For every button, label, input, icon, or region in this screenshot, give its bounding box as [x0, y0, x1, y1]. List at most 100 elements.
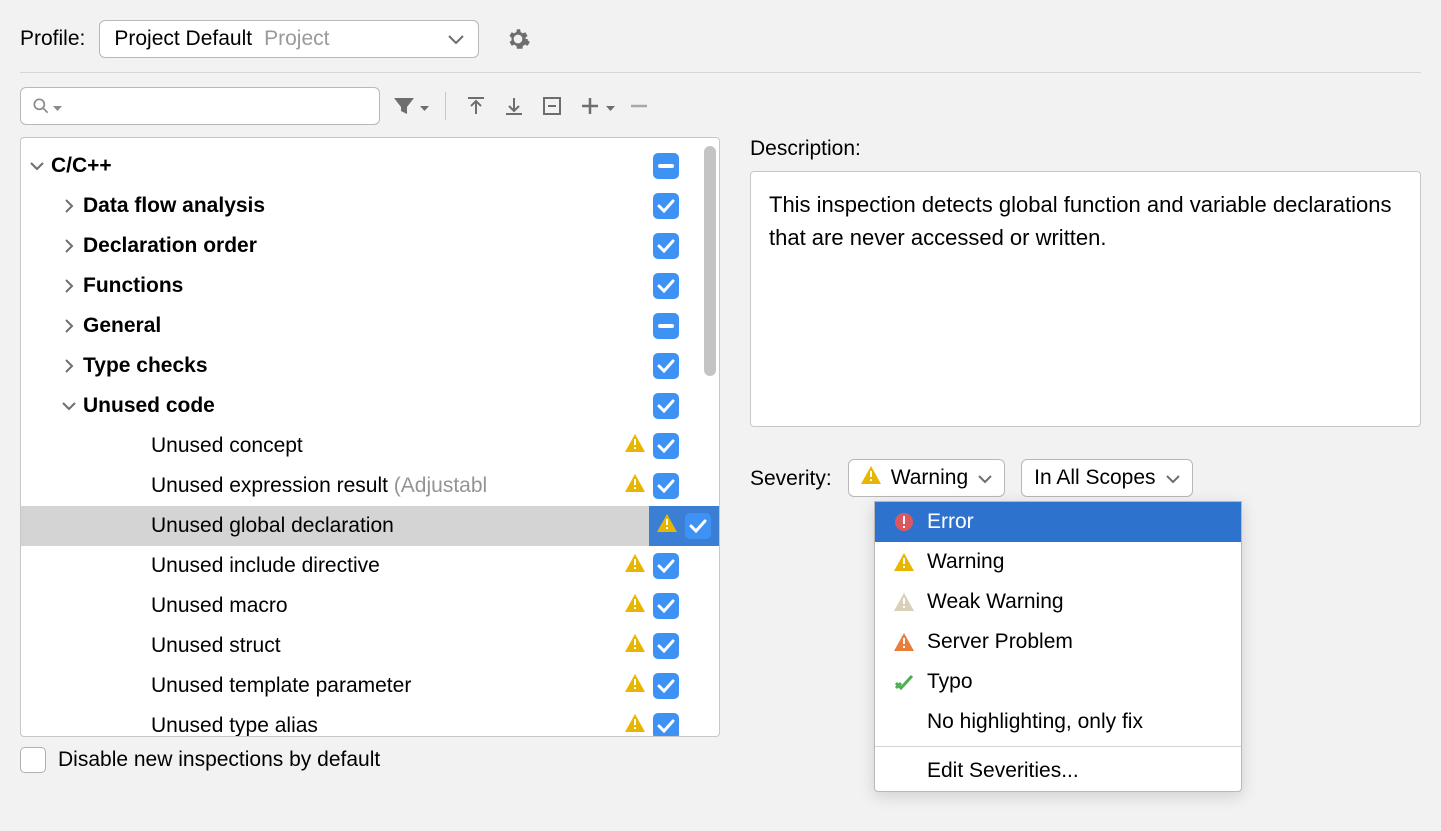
inspection-checkbox[interactable] — [653, 153, 679, 179]
chevron-down-icon — [1166, 466, 1180, 490]
tree-row[interactable]: Declaration order — [21, 226, 719, 266]
tree-row[interactable]: Unused expression result (Adjustabl — [21, 466, 719, 506]
description-heading: Description: — [750, 137, 1421, 161]
chevron-down-icon — [59, 401, 79, 411]
tree-item-label: Declaration order — [83, 234, 257, 258]
tree-item-label: General — [83, 314, 161, 338]
profile-dropdown[interactable]: Project Default Project — [99, 20, 479, 58]
warning-icon — [625, 474, 645, 498]
option-label: Weak Warning — [927, 590, 1064, 614]
inspection-checkbox[interactable] — [653, 313, 679, 339]
collapse-all-button[interactable] — [500, 92, 528, 120]
scrollbar[interactable] — [704, 146, 716, 376]
severity-popup: Error Warning Weak Warning Server Problem Ty… — [874, 501, 1242, 792]
profile-label: Profile: — [20, 27, 85, 51]
tree-row[interactable]: Unused global declaration — [21, 506, 719, 546]
inspection-checkbox[interactable] — [653, 433, 679, 459]
warning-icon — [625, 434, 645, 458]
add-button[interactable] — [576, 92, 604, 120]
tree-row[interactable]: General — [21, 306, 719, 346]
chevron-right-icon — [59, 199, 79, 213]
reset-button[interactable] — [538, 92, 566, 120]
severity-option[interactable]: Warning — [875, 542, 1241, 582]
warning-icon — [625, 594, 645, 618]
inspection-checkbox[interactable] — [653, 473, 679, 499]
option-label: Server Problem — [927, 630, 1073, 654]
typo-icon — [893, 674, 915, 690]
tree-row[interactable]: Unused struct — [21, 626, 719, 666]
severity-dropdown[interactable]: Warning — [848, 459, 1005, 497]
disable-new-checkbox[interactable] — [20, 747, 46, 773]
severity-option[interactable]: Weak Warning — [875, 582, 1241, 622]
remove-button[interactable] — [625, 92, 653, 120]
tree-row[interactable]: Unused include directive — [21, 546, 719, 586]
tree-item-label: Unused include directive — [151, 554, 380, 578]
profile-name: Project Default — [114, 27, 252, 51]
option-label: Edit Severities... — [927, 759, 1079, 783]
warning-icon — [625, 554, 645, 578]
description-text: This inspection detects global function … — [750, 171, 1421, 427]
inspection-checkbox[interactable] — [653, 233, 679, 259]
inspection-checkbox[interactable] — [653, 593, 679, 619]
chevron-right-icon — [59, 319, 79, 333]
chevron-down-icon — [978, 466, 992, 490]
warning-icon — [893, 553, 915, 571]
option-label: Error — [927, 510, 974, 534]
profile-scope: Project — [264, 27, 329, 51]
severity-option[interactable]: Typo — [875, 662, 1241, 702]
chevron-right-icon — [59, 359, 79, 373]
warning-icon — [657, 514, 677, 538]
disable-new-label: Disable new inspections by default — [58, 748, 380, 772]
edit-severities[interactable]: Edit Severities... — [875, 751, 1241, 791]
tree-item-label: Unused struct — [151, 634, 281, 658]
divider — [875, 746, 1241, 747]
chevron-right-icon — [59, 279, 79, 293]
tree-row[interactable]: Type checks — [21, 346, 719, 386]
chevron-down-icon — [420, 95, 429, 118]
tree-row[interactable]: Unused template parameter — [21, 666, 719, 706]
warning-icon — [625, 634, 645, 658]
tree-item-label: Unused macro — [151, 594, 288, 618]
tree-row[interactable]: Unused type alias — [21, 706, 719, 737]
tree-item-label: Unused concept — [151, 434, 303, 458]
tree-item-label: Unused code — [83, 394, 215, 418]
settings-gear-button[interactable] — [505, 26, 531, 52]
inspection-checkbox[interactable] — [685, 513, 711, 539]
severity-label: Severity: — [750, 459, 832, 491]
inspection-checkbox[interactable] — [653, 633, 679, 659]
inspection-checkbox[interactable] — [653, 673, 679, 699]
inspection-checkbox[interactable] — [653, 193, 679, 219]
search-input[interactable] — [20, 87, 380, 125]
chevron-down-icon — [53, 95, 62, 118]
inspection-checkbox[interactable] — [653, 553, 679, 579]
filter-button[interactable] — [390, 92, 418, 120]
severity-current: Warning — [891, 466, 968, 490]
search-icon — [31, 96, 51, 116]
tree-item-label: Unused type alias — [151, 714, 318, 737]
severity-option[interactable]: No highlighting, only fix — [875, 702, 1241, 742]
inspection-checkbox[interactable] — [653, 353, 679, 379]
tree-row[interactable]: C/C++ — [21, 146, 719, 186]
divider — [20, 72, 1421, 73]
weak-icon — [893, 593, 915, 611]
inspection-checkbox[interactable] — [653, 713, 679, 737]
tree-item-label: Type checks — [83, 354, 208, 378]
expand-all-button[interactable] — [462, 92, 490, 120]
inspections-tree[interactable]: C/C++ Data flow analysis Declaration order… — [20, 137, 720, 737]
tree-row[interactable]: Functions — [21, 266, 719, 306]
tree-item-label: Unused expression result (Adjustabl — [151, 474, 487, 498]
inspection-checkbox[interactable] — [653, 393, 679, 419]
tree-item-label: Functions — [83, 274, 183, 298]
tree-row[interactable]: Unused macro — [21, 586, 719, 626]
inspection-checkbox[interactable] — [653, 273, 679, 299]
severity-option[interactable]: Server Problem — [875, 622, 1241, 662]
tree-item-label: C/C++ — [51, 154, 112, 178]
severity-option[interactable]: Error — [875, 502, 1241, 542]
tree-row[interactable]: Data flow analysis — [21, 186, 719, 226]
tree-row[interactable]: Unused code — [21, 386, 719, 426]
warning-icon — [625, 674, 645, 698]
tree-row[interactable]: Unused concept — [21, 426, 719, 466]
scope-dropdown[interactable]: In All Scopes — [1021, 459, 1192, 497]
scope-current: In All Scopes — [1034, 466, 1155, 490]
error-icon — [893, 512, 915, 532]
